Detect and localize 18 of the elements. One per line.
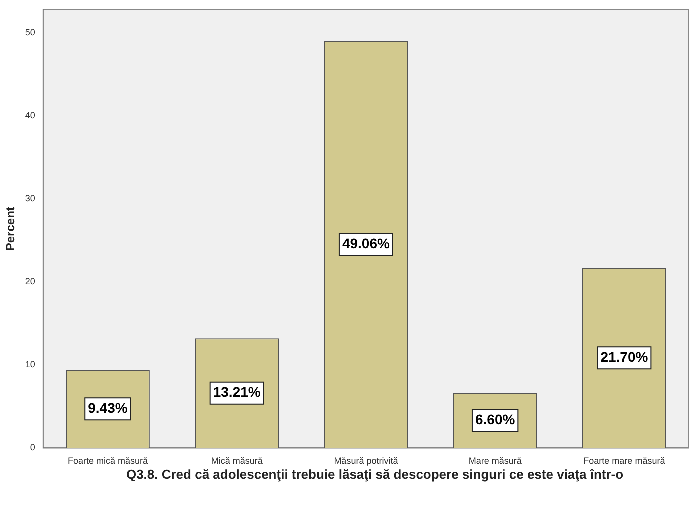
data-label: 6.60% bbox=[475, 412, 516, 428]
data-label: 9.43% bbox=[88, 400, 128, 416]
y-tick-label: 10 bbox=[25, 360, 36, 370]
y-tick-label: 20 bbox=[25, 276, 36, 287]
x-tick-label: Mare măsură bbox=[468, 456, 522, 466]
data-label: 49.06% bbox=[342, 235, 390, 252]
y-tick-label: 0 bbox=[30, 442, 36, 453]
y-axis-title: Percent bbox=[4, 207, 18, 252]
x-tick-label: Foarte mică măsură bbox=[68, 456, 148, 466]
y-tick-label: 30 bbox=[25, 194, 36, 204]
x-tick-label: Mică măsură bbox=[211, 456, 263, 466]
data-label: 13.21% bbox=[213, 384, 262, 400]
data-label: 21.70% bbox=[600, 349, 649, 366]
x-axis-title: Q3.8. Cred că adolescenţii trebuie lăsaţi să descopere singuri ce este viaţa într-o bbox=[125, 467, 625, 482]
x-tick-label: Foarte mare măsură bbox=[584, 456, 666, 466]
y-tick-label: 50 bbox=[25, 28, 36, 38]
x-tick-label: Măsură potrivită bbox=[334, 456, 398, 466]
y-tick-label: 40 bbox=[25, 110, 36, 121]
